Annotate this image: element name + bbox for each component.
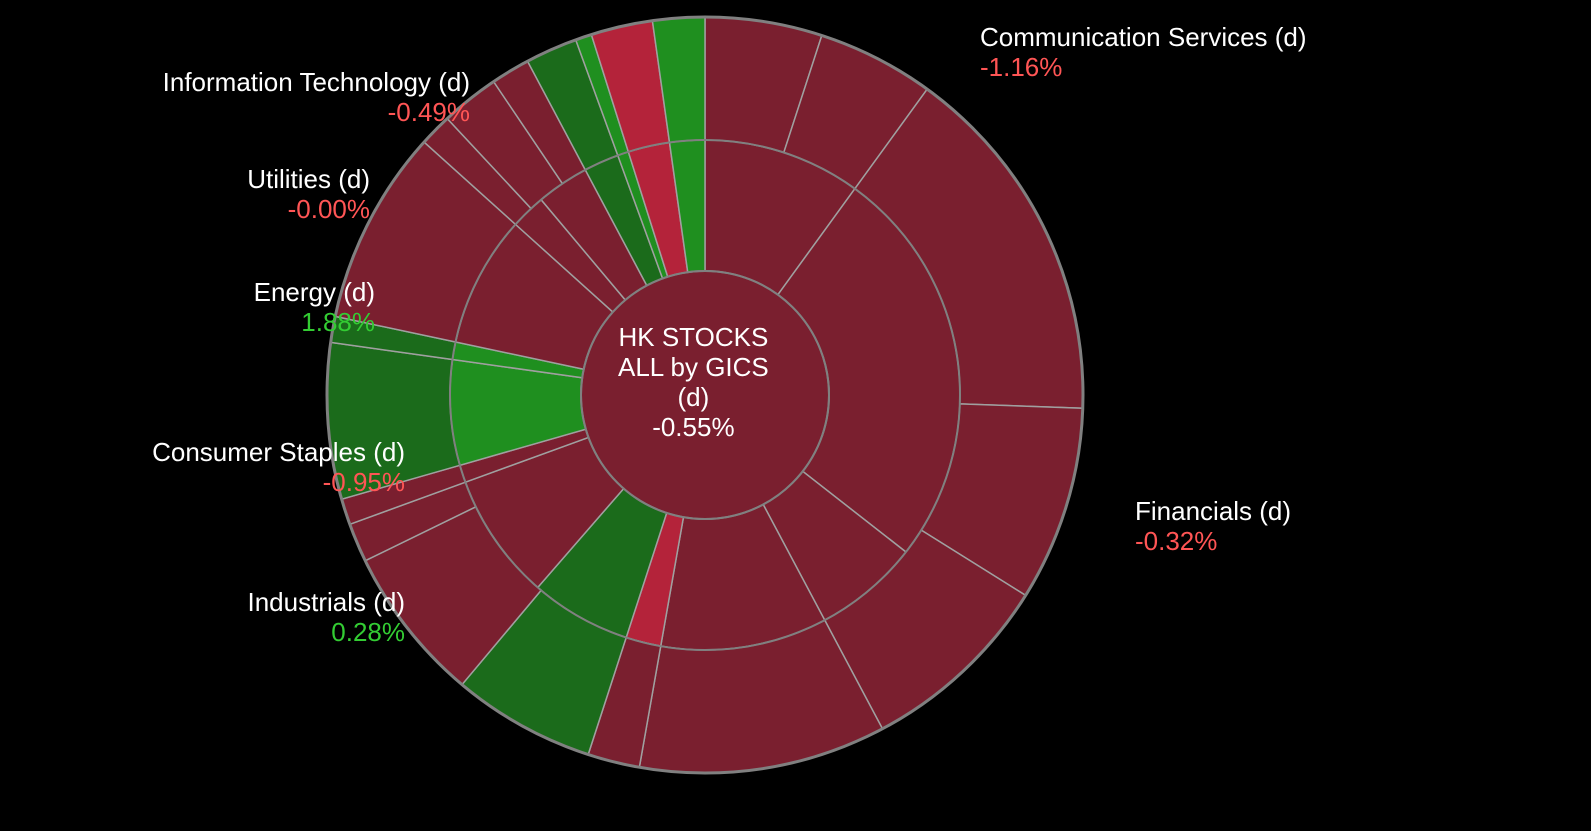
center-circle[interactable] [581, 271, 829, 519]
sunburst-chart: HK STOCKS ALL by GICS (d) -0.55% Communi… [0, 0, 1591, 831]
sunburst-svg[interactable] [0, 0, 1591, 831]
